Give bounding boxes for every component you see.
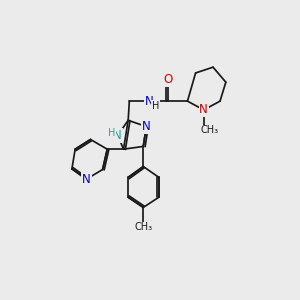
Text: N: N bbox=[145, 94, 154, 108]
Text: N: N bbox=[200, 103, 208, 116]
Text: CH₃: CH₃ bbox=[200, 125, 219, 135]
Text: CH₃: CH₃ bbox=[134, 222, 152, 232]
Text: N: N bbox=[142, 120, 151, 133]
Text: H: H bbox=[107, 128, 115, 138]
Text: H: H bbox=[152, 101, 159, 111]
Text: O: O bbox=[164, 74, 173, 86]
Text: N: N bbox=[113, 129, 122, 142]
Text: N: N bbox=[82, 173, 91, 186]
